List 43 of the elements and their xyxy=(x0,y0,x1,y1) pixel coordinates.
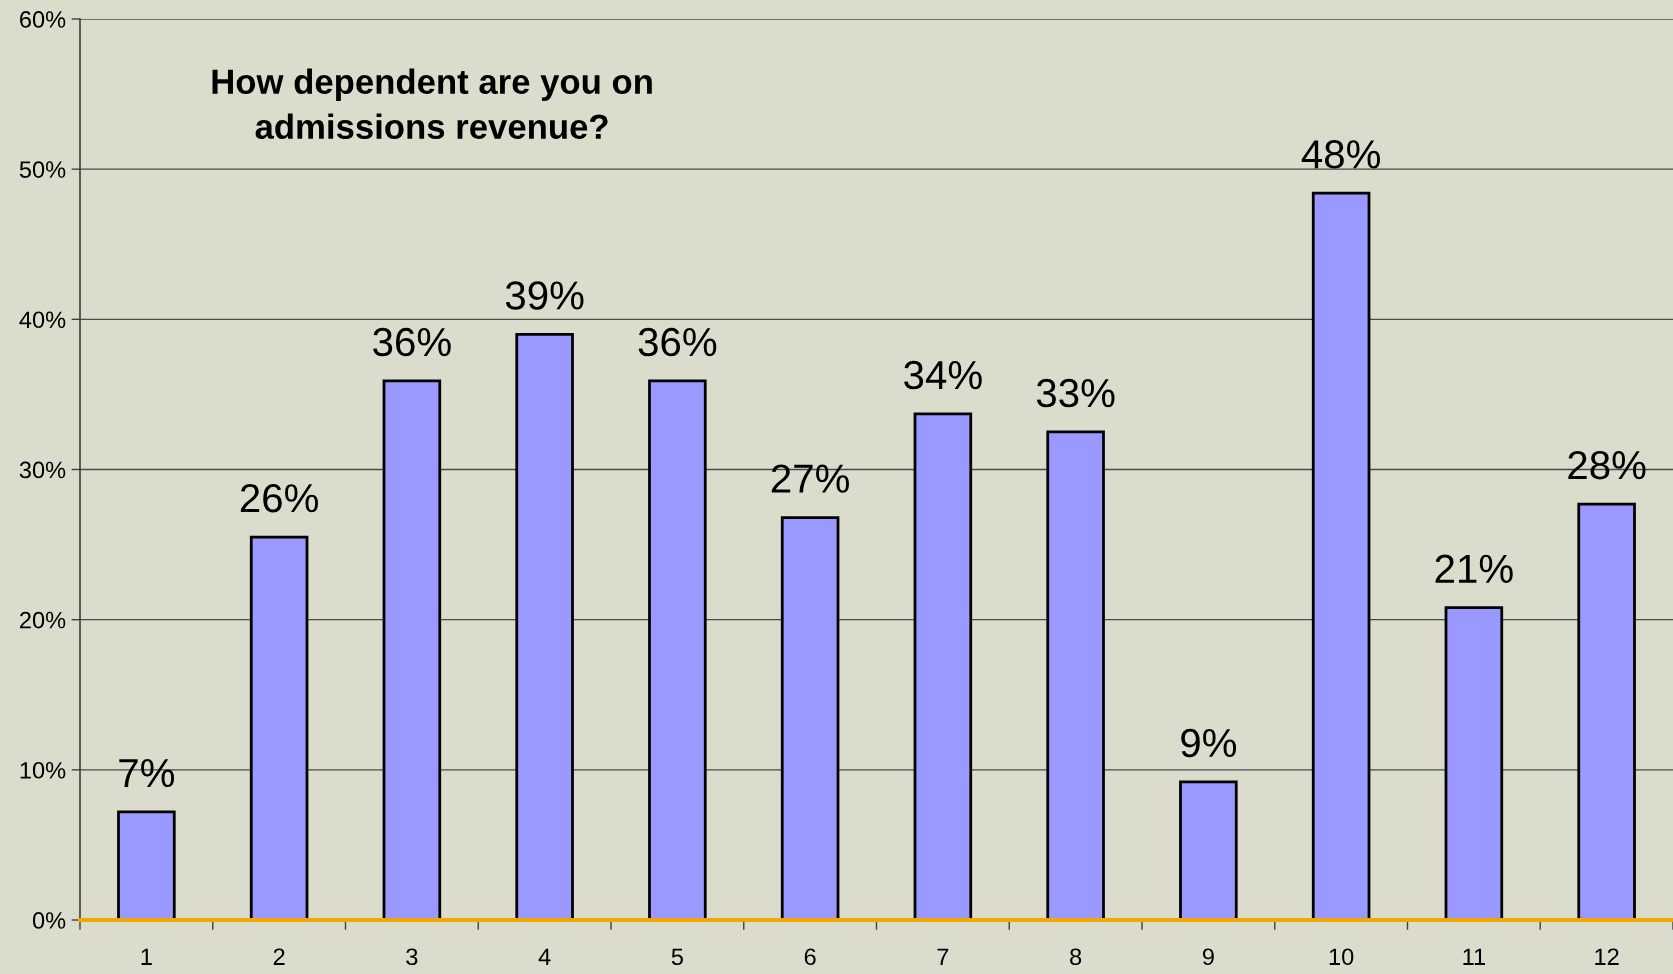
bar xyxy=(1444,606,1504,920)
data-label: 9% xyxy=(1181,728,1237,758)
bar xyxy=(515,332,574,920)
bar xyxy=(249,535,309,920)
bar xyxy=(913,412,973,920)
data-label: 36% xyxy=(638,327,717,357)
x-tick-label: 6 xyxy=(804,948,816,966)
x-tick-label: 10 xyxy=(1329,948,1354,966)
y-tick-label: 20% xyxy=(20,611,66,629)
data-label: 33% xyxy=(1036,378,1115,408)
x-tick-label: 5 xyxy=(671,948,683,966)
data-label: 39% xyxy=(505,281,584,310)
data-label: 21% xyxy=(1435,554,1513,583)
x-tick-label: 1 xyxy=(141,948,152,965)
data-label: 26% xyxy=(240,483,318,513)
y-tick-label: 10% xyxy=(20,761,66,779)
bar xyxy=(1179,780,1238,920)
bar xyxy=(1311,191,1371,920)
data-label: 34% xyxy=(904,360,982,390)
bar xyxy=(648,379,707,920)
x-tick-label: 7 xyxy=(937,948,949,965)
x-tick-label: 4 xyxy=(538,948,551,965)
x-tick-label: 2 xyxy=(273,948,285,965)
x-tick-label: 9 xyxy=(1202,948,1214,966)
y-tick-label: 30% xyxy=(19,461,66,479)
y-tick-label: 50% xyxy=(19,161,66,178)
x-tick-label: 3 xyxy=(406,948,418,966)
data-label: 7% xyxy=(119,758,175,788)
y-tick-label: 60% xyxy=(20,11,66,28)
bar xyxy=(1577,502,1636,920)
data-label: 27% xyxy=(771,464,849,493)
text: How dependent are you on admissions revenue? xyxy=(212,68,652,140)
x-tick-label: 11 xyxy=(1463,948,1485,965)
bar xyxy=(780,516,840,920)
x-tick-label: 12 xyxy=(1595,948,1619,965)
x-tick-label: 8 xyxy=(1070,948,1082,966)
data-label: 48% xyxy=(1301,140,1380,169)
y-tick-label: 0% xyxy=(32,912,66,929)
y-tick-label: 40% xyxy=(19,311,66,329)
bar xyxy=(117,810,176,920)
bar xyxy=(1046,430,1105,920)
data-label: 36% xyxy=(373,327,451,357)
bar xyxy=(382,379,442,920)
